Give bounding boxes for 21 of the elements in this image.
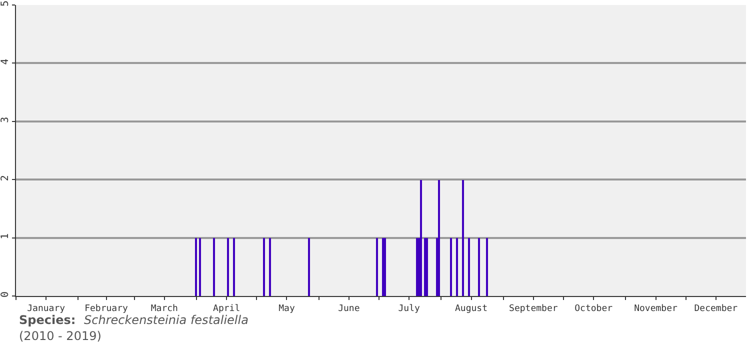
- x-tick-label: May: [278, 304, 296, 314]
- x-tick-label: August: [454, 304, 488, 314]
- text: Schreckensteinia festaliella: [84, 313, 248, 327]
- x-tick-label: February: [84, 304, 128, 314]
- y-tick-label: 0: [0, 291, 11, 298]
- text: Species:: [19, 313, 76, 327]
- x-tick-label: March: [150, 304, 178, 314]
- x-tick-label: November: [634, 304, 678, 314]
- x-tick-label: July: [398, 304, 420, 314]
- y-tick-label: 4: [0, 58, 11, 65]
- x-tick-label: January: [27, 304, 66, 314]
- y-tick-label: 5: [0, 0, 11, 7]
- y-tick-label: 2: [0, 175, 11, 182]
- x-tick-label: December: [694, 304, 738, 314]
- x-tick-label: September: [509, 304, 558, 314]
- x-tick-label: April: [213, 304, 240, 314]
- y-tick-label: 1: [0, 233, 11, 240]
- text: (2010 - 2019): [19, 329, 102, 343]
- x-tick-label: June: [338, 304, 360, 314]
- x-tick-label: October: [574, 304, 614, 314]
- y-tick-label: 3: [0, 116, 11, 123]
